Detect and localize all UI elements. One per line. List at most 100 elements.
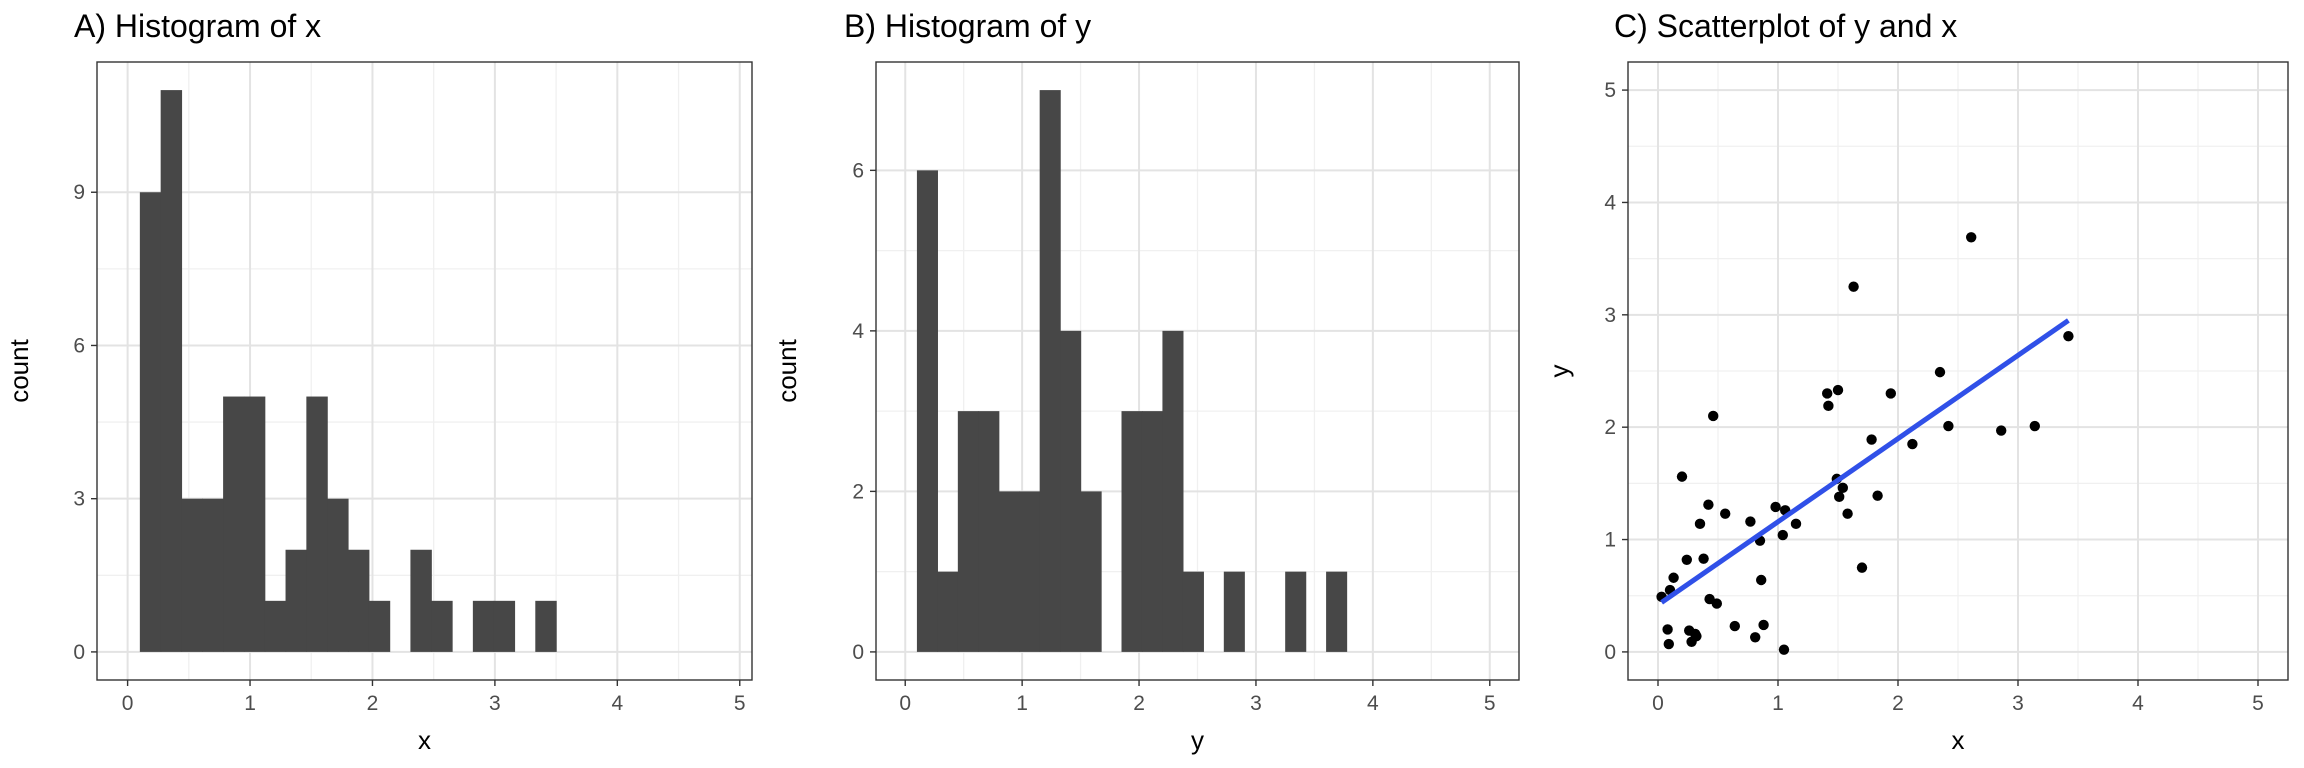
x-tick-label: 1 <box>1016 692 1028 715</box>
x-tick-label: 5 <box>2252 692 2264 715</box>
scatter-point <box>1837 482 1848 494</box>
histogram-bar <box>223 396 245 652</box>
y-tick-label: 0 <box>852 641 864 664</box>
regression-line <box>1660 318 2070 605</box>
scatter-point <box>1676 471 1688 482</box>
y-tick-label: 2 <box>852 480 864 503</box>
histogram-bar <box>181 498 203 652</box>
scatter-point <box>1668 572 1679 583</box>
y-tick-label: 9 <box>73 181 85 204</box>
scatter-point <box>1872 490 1883 501</box>
x-axis-title: x <box>1952 725 1965 755</box>
y-axis-title: count <box>772 338 802 402</box>
scatter-point <box>1834 491 1845 503</box>
x-tick-label: 3 <box>2012 692 2024 715</box>
x-tick-label: 4 <box>611 692 623 715</box>
scatter-point <box>1966 232 1977 243</box>
histogram-bar <box>493 600 516 652</box>
histogram-bar <box>472 600 495 652</box>
histogram-bar <box>535 600 557 652</box>
histogram-bar <box>1223 571 1245 652</box>
x-axis-title: y <box>1191 725 1204 755</box>
histogram-bar <box>347 549 370 652</box>
chart-title: C) Scatterplot of y and x <box>1614 8 1958 44</box>
x-tick-label: 2 <box>367 692 379 715</box>
scatter-point <box>1662 624 1673 635</box>
histogram-y-panel: B) Histogram of y 0 1 2 3 4 5 0 2 4 6 y count <box>768 0 1536 768</box>
scatter-point <box>1720 508 1731 519</box>
histogram-y-chart: 0 1 2 3 4 5 0 2 4 6 y count <box>772 61 1520 755</box>
scatter-point <box>1663 638 1674 650</box>
scatter-point <box>1790 518 1802 530</box>
histogram-bar <box>957 411 979 652</box>
y-axis-title: y <box>1544 365 1574 378</box>
y-tick-label: 4 <box>852 320 864 343</box>
scatter-point <box>1848 281 1859 292</box>
y-tick-label: 3 <box>1604 304 1616 327</box>
scatter-point <box>1698 553 1709 564</box>
histogram-bar <box>1162 330 1184 652</box>
scatter-point <box>2029 420 2040 432</box>
histogram-bar <box>327 498 349 652</box>
scatter-point <box>1823 400 1834 412</box>
scatter-point <box>1703 499 1714 510</box>
histogram-bar <box>1326 571 1348 652</box>
x-tick-label: 4 <box>1367 692 1379 715</box>
scatter-point <box>1758 619 1769 631</box>
panel-border <box>1627 61 2289 681</box>
histogram-bar <box>160 90 183 652</box>
x-tick-label: 2 <box>1892 692 1904 715</box>
scatter-point <box>1745 516 1756 527</box>
histogram-bar <box>243 396 266 652</box>
y-tick-label: 6 <box>73 334 85 357</box>
x-tick-label: 0 <box>1652 692 1664 715</box>
scatter-point <box>1996 425 2007 436</box>
y-tick-label: 3 <box>73 488 85 511</box>
scatter-point <box>1866 434 1877 445</box>
histogram-bar <box>1121 411 1143 652</box>
scatter-point <box>1778 644 1790 655</box>
scatter-point <box>1711 598 1722 609</box>
x-tick-label: 4 <box>2132 692 2144 715</box>
scatter-point <box>1777 529 1788 541</box>
histogram-bar <box>1019 491 1041 652</box>
histogram-bar <box>916 170 938 652</box>
histogram-x-chart: 0 1 2 3 4 5 0 3 6 9 x count <box>4 61 753 755</box>
histogram-bar <box>285 549 307 652</box>
histogram-bar <box>264 600 287 652</box>
x-axis-title: x <box>418 725 431 755</box>
scatter-point <box>1907 438 1918 450</box>
histogram-bar <box>1080 491 1102 652</box>
scatterplot-chart: 0 1 2 3 4 5 0 1 2 3 4 5 x y <box>1544 61 2289 755</box>
histogram-bar <box>1285 571 1307 652</box>
histogram-bar <box>1060 330 1082 652</box>
panel-border <box>875 61 1520 681</box>
scatterplot-panel: C) Scatterplot of y and x 0 1 2 3 4 5 0 1 2 3 4 5 x y <box>1536 0 2304 768</box>
scatter-point <box>1694 518 1706 530</box>
histogram-bar <box>202 498 224 652</box>
histogram-bar <box>998 491 1020 652</box>
x-tick-label: 0 <box>899 692 911 715</box>
x-tick-label: 1 <box>1772 692 1784 715</box>
histogram-bar <box>410 549 432 652</box>
scatter-point <box>1943 420 1954 432</box>
x-tick-label: 1 <box>244 692 256 715</box>
histogram-bar <box>1039 90 1061 652</box>
panel-border <box>96 61 753 681</box>
x-tick-label: 2 <box>1133 692 1145 715</box>
y-tick-label: 0 <box>1604 641 1616 664</box>
histogram-bar <box>1141 411 1164 652</box>
y-tick-label: 4 <box>1604 191 1616 214</box>
y-axis-title: count <box>4 338 34 402</box>
x-tick-label: 5 <box>734 692 746 715</box>
scatter-point <box>1934 366 1946 378</box>
chart-title: A) Histogram of x <box>74 8 322 44</box>
histogram-bar <box>139 192 162 652</box>
scatter-point <box>1770 501 1781 513</box>
scatter-point <box>1750 632 1761 643</box>
x-tick-label: 0 <box>122 692 134 715</box>
scatter-point <box>1708 410 1719 422</box>
scatter-point <box>1756 574 1767 586</box>
y-tick-label: 6 <box>852 159 864 182</box>
x-tick-label: 5 <box>1484 692 1496 715</box>
